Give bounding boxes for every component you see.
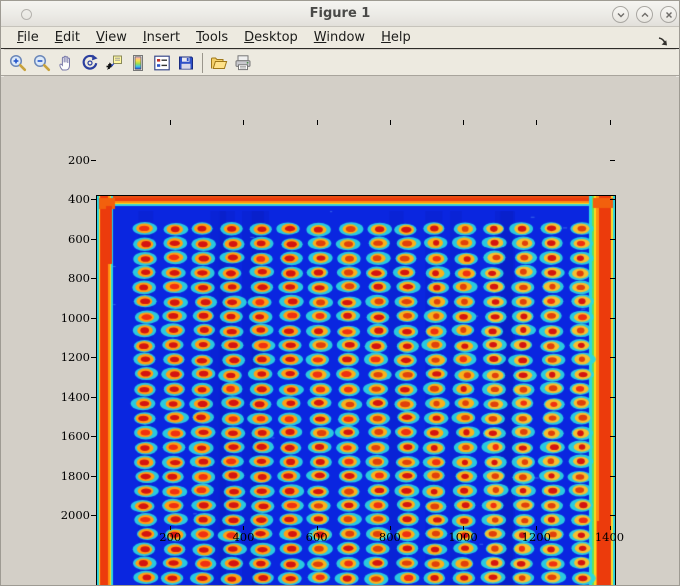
y-tick-mark — [91, 357, 96, 359]
y-tick-label: 1400 — [60, 389, 90, 404]
x-tick-mark — [389, 526, 391, 530]
y-tick-mark — [91, 475, 96, 477]
y-tick-mark-right — [610, 515, 615, 517]
menubar: File Edit View Insert Tools Desktop Window Help — [1, 27, 679, 49]
maximize-button[interactable] — [636, 6, 653, 23]
menu-item-insert[interactable]: Insert — [142, 30, 181, 45]
window-menu-icon[interactable] — [21, 9, 32, 20]
insert-colorbar-icon[interactable] — [126, 51, 150, 75]
x-tick-label: 800 — [378, 530, 401, 544]
toolbar-separator — [202, 52, 203, 73]
y-tick-mark-right — [610, 159, 615, 161]
zoom-in-icon[interactable] — [6, 51, 30, 75]
y-tick-mark — [91, 159, 96, 161]
chevron-down-icon — [617, 12, 624, 17]
x-tick-mark — [243, 526, 245, 530]
rotate-3d-icon[interactable] — [78, 51, 102, 75]
x-tick-mark-top — [463, 120, 465, 125]
y-tick-label: 2000 — [60, 508, 90, 523]
x-tick-mark — [170, 526, 172, 530]
x-tick-mark-top — [316, 120, 318, 125]
x-tick-mark — [316, 526, 318, 530]
minimize-button[interactable] — [612, 6, 629, 23]
x-tick-mark — [463, 526, 465, 530]
y-tick-mark — [91, 396, 96, 398]
y-tick-mark-right — [610, 238, 615, 240]
y-tick-label: 1800 — [60, 468, 90, 483]
y-tick-label: 800 — [68, 271, 90, 286]
y-tick-mark-right — [610, 357, 615, 359]
x-tick-mark — [609, 526, 611, 530]
y-tick-mark — [91, 436, 96, 438]
y-tick-mark — [91, 317, 96, 319]
print-icon[interactable] — [231, 51, 255, 75]
menu-item-desktop[interactable]: Desktop — [244, 30, 298, 45]
menu-item-tools[interactable]: Tools — [196, 30, 229, 45]
insert-legend-icon[interactable] — [150, 51, 174, 75]
x-tick-mark-top — [389, 120, 391, 125]
menu-item-view[interactable]: View — [95, 30, 127, 45]
menu-item-help[interactable]: Help — [381, 30, 411, 45]
y-tick-mark — [91, 515, 96, 517]
close-icon — [665, 11, 672, 18]
y-tick-label: 1600 — [60, 429, 90, 444]
y-tick-mark — [91, 238, 96, 240]
x-tick-label: 1400 — [594, 530, 625, 544]
y-tick-label: 1000 — [60, 310, 90, 325]
pan-icon[interactable] — [54, 51, 78, 75]
x-tick-label: 1200 — [521, 530, 551, 544]
open-file-icon[interactable] — [207, 51, 231, 75]
x-tick-label: 600 — [305, 530, 328, 544]
menu-item-edit[interactable]: Edit — [54, 30, 80, 45]
y-tick-mark-right — [610, 278, 615, 280]
titlebar: Figure 1 — [1, 1, 679, 27]
y-tick-label: 1200 — [60, 350, 90, 365]
window-title: Figure 1 — [309, 6, 371, 21]
figure-toolbar — [1, 50, 679, 76]
y-tick-mark-right — [610, 396, 615, 398]
figure-client-area: 200 400 600 800 1000 1200 1400 200 400 600 800 1000… — [1, 77, 679, 585]
zoom-out-icon[interactable] — [30, 51, 54, 75]
x-tick-label: 1000 — [448, 530, 478, 544]
dock-figure-arrow-icon[interactable] — [657, 32, 669, 51]
y-tick-label: 200 — [68, 152, 90, 167]
x-tick-label: 400 — [232, 530, 255, 544]
y-tick-label: 600 — [68, 231, 90, 246]
x-tick-mark-top — [609, 120, 611, 125]
y-tick-mark — [91, 278, 96, 280]
plate-scan-image[interactable] — [97, 196, 615, 585]
x-tick-mark — [536, 526, 538, 530]
y-tick-mark — [91, 199, 96, 201]
x-tick-mark-top — [170, 120, 172, 125]
menu-item-file[interactable]: File — [17, 30, 39, 45]
save-figure-icon[interactable] — [174, 51, 198, 75]
data-cursor-icon[interactable] — [102, 51, 126, 75]
plot-axes — [96, 195, 616, 585]
chevron-up-icon — [641, 12, 648, 17]
y-tick-mark-right — [610, 436, 615, 438]
y-tick-label: 400 — [68, 192, 90, 207]
x-tick-label: 200 — [159, 530, 182, 544]
close-button[interactable] — [660, 6, 677, 23]
y-tick-mark-right — [610, 199, 615, 201]
y-tick-mark-right — [610, 317, 615, 319]
y-tick-mark-right — [610, 475, 615, 477]
x-tick-mark-top — [243, 120, 245, 125]
x-tick-mark-top — [536, 120, 538, 125]
menu-item-window[interactable]: Window — [313, 30, 366, 45]
